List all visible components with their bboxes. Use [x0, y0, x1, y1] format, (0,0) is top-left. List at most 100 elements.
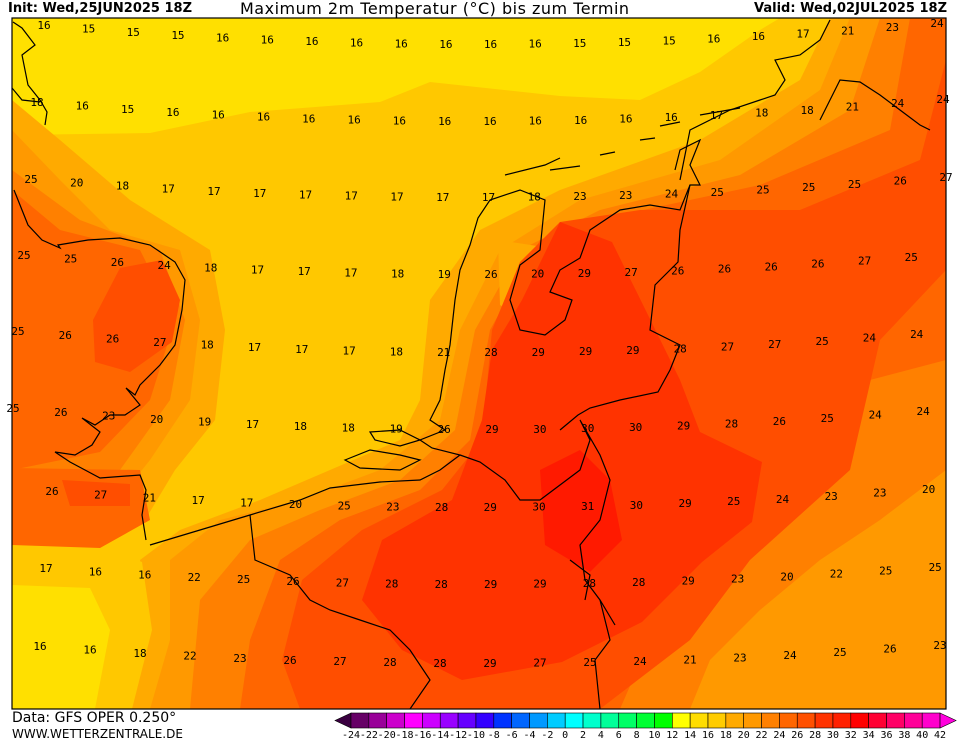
legend-swatch — [671, 712, 691, 729]
temperature-value: 16 — [216, 31, 229, 44]
temperature-value: 23 — [386, 500, 399, 513]
temperature-value: 25 — [905, 251, 918, 264]
temperature-value: 29 — [484, 501, 497, 514]
legend-label: -16 — [413, 730, 431, 741]
legend-swatch — [832, 712, 852, 729]
border-nl-de — [559, 184, 691, 431]
legend-swatch — [707, 712, 727, 729]
temperature-value: 28 — [383, 656, 396, 669]
temperature-value: 16 — [484, 38, 497, 51]
legend-label: 28 — [809, 730, 821, 741]
temperature-value: 24 — [891, 97, 905, 110]
temperature-value: 25 — [879, 565, 892, 578]
temperature-value: 30 — [630, 499, 643, 512]
temperature-value: 17 — [191, 494, 204, 507]
legend-swatch — [439, 712, 459, 729]
temperature-value: 24 — [936, 93, 950, 106]
legend-swatch — [600, 712, 620, 729]
temperature-value: 20 — [289, 498, 302, 511]
temperature-value: 17 — [342, 344, 355, 357]
temperature-value: 24 — [157, 259, 171, 272]
temperature-value: 16 — [138, 568, 151, 581]
legend-label: -4 — [523, 730, 535, 741]
data-source: Data: GFS OPER 0.250° — [12, 710, 177, 726]
temperature-value: 16 — [76, 100, 89, 113]
coastline-england — [13, 189, 186, 541]
temperature-value: 17 — [299, 188, 312, 201]
temperature-value: 23 — [733, 651, 746, 664]
legend-swatch — [779, 712, 798, 729]
temperature-value: 26 — [106, 333, 119, 346]
temperature-value: 29 — [579, 345, 592, 358]
temperature-value: 16 — [483, 115, 496, 128]
temperature-value: 29 — [532, 346, 545, 359]
field-26-28-south-england — [62, 480, 130, 506]
legend-label: 20 — [738, 730, 750, 741]
temperature-value: 26 — [883, 643, 896, 656]
legend-label: -12 — [449, 730, 467, 741]
legend-swatch — [904, 712, 923, 729]
temperature-value: 26 — [111, 256, 124, 269]
legend-swatch — [582, 712, 602, 729]
temperature-value: 26 — [765, 260, 778, 273]
temperature-value: 18 — [390, 345, 403, 358]
legend-label: -24 — [342, 730, 360, 741]
legend-swatch — [475, 712, 495, 729]
border-lux — [569, 559, 611, 709]
legend-swatch — [404, 712, 423, 729]
temperature-fields — [12, 18, 946, 709]
temperature-value: 15 — [573, 37, 586, 50]
legend-swatch — [743, 712, 762, 729]
legend-label: 34 — [863, 730, 875, 741]
legend-label: -2 — [541, 730, 553, 741]
temperature-value: 15 — [127, 26, 140, 39]
temperature-value: 15 — [662, 34, 675, 47]
legend-swatch — [796, 712, 816, 729]
legend-label: -22 — [360, 730, 378, 741]
temperature-value: 18 — [342, 421, 355, 434]
legend-label: 40 — [916, 730, 928, 741]
legend-swatch — [457, 712, 477, 729]
legend-label: 24 — [773, 730, 785, 741]
temperature-labels: 16 15 15 15 16 16 16 16 16 16 16 16 15 15 15 16 16 17 21 23… — [6, 17, 952, 670]
temperature-value: 26 — [894, 175, 907, 188]
temperature-value: 16 — [439, 38, 452, 51]
temperature-value: 29 — [578, 267, 591, 280]
temperature-value: 27 — [768, 338, 781, 351]
legend-swatch — [921, 712, 941, 729]
temperature-value: 16 — [166, 106, 179, 119]
temperature-value: 16 — [574, 114, 587, 127]
temperature-value: 17 — [162, 182, 175, 195]
temperature-value: 30 — [629, 421, 642, 434]
temperature-value: 16 — [529, 115, 542, 128]
temperature-value: 18 — [755, 107, 768, 120]
temperature-value: 28 — [583, 577, 596, 590]
temperature-value: 17 — [246, 418, 259, 431]
valid-time: Valid: Wed,02JUL2025 18Z — [754, 1, 947, 16]
temperature-value: 15 — [618, 36, 631, 49]
temperature-value: 17 — [390, 190, 403, 203]
legend-label: 42 — [934, 730, 946, 741]
legend-label: 26 — [791, 730, 803, 741]
temperature-value: 29 — [484, 578, 497, 591]
temperature-value: 29 — [485, 423, 498, 436]
temperature-value: 16 — [707, 33, 720, 46]
temperature-value: 22 — [188, 571, 201, 584]
temperature-value: 17 — [251, 263, 264, 276]
legend-swatch — [350, 712, 370, 729]
temperature-value: 24 — [916, 405, 930, 418]
legend-label: 22 — [756, 730, 768, 741]
temperature-value: 26 — [811, 258, 824, 271]
temperature-value: 23 — [233, 652, 246, 665]
temperature-value: 16 — [393, 114, 406, 127]
temperature-value: 15 — [82, 23, 95, 36]
field-28-30 — [362, 222, 762, 680]
temperature-value: 18 — [294, 420, 307, 433]
temperature-value: 16 — [665, 111, 678, 124]
color-legend: -24 -22 -20 -18 -16 -14 -12 -10 -8 -6 -4 -2 0 2 4 6 8 10 1… — [334, 712, 957, 741]
temperature-value: 25 — [11, 325, 24, 338]
temperature-value: 21 — [683, 653, 696, 666]
temperature-value: 17 — [298, 265, 311, 278]
temperature-value: 21 — [846, 101, 859, 114]
legend-label: 32 — [845, 730, 857, 741]
